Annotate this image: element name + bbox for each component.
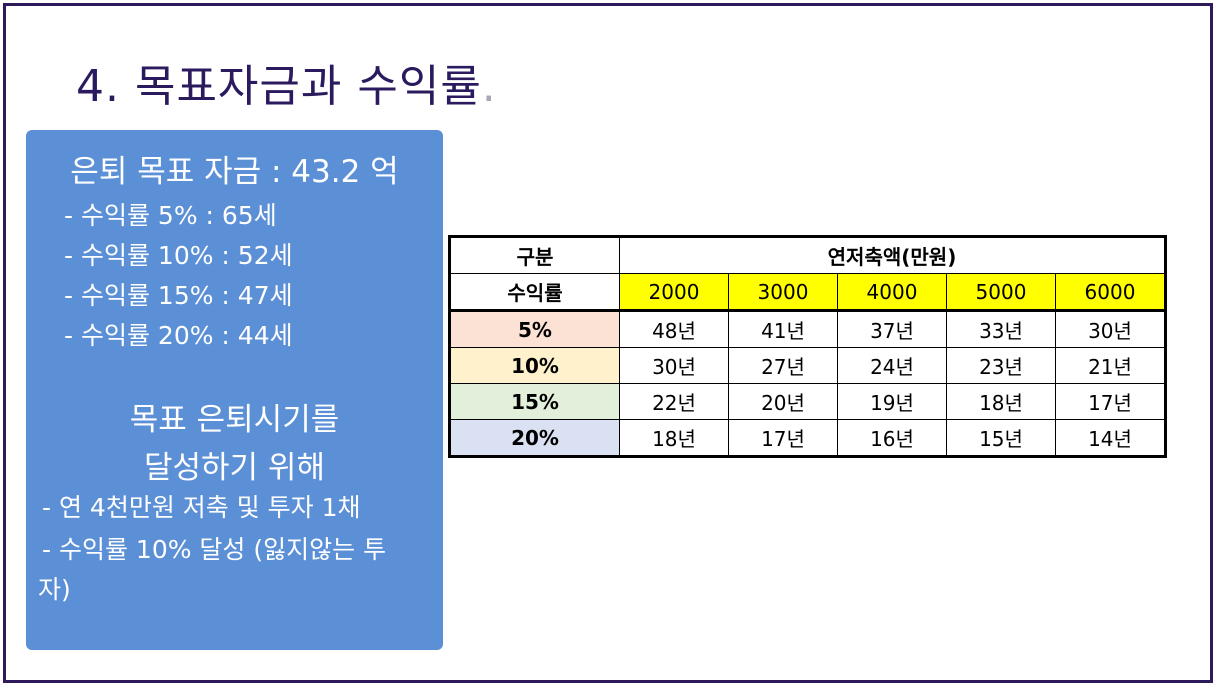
table-column-header: 6000 [1055, 273, 1166, 312]
table-cell: 19년 [837, 383, 947, 420]
table-cell: 24년 [837, 347, 947, 384]
table-cell: 18년 [946, 383, 1056, 420]
table-row: 10% 30년 27년 24년 23년 21년 [449, 347, 1166, 384]
table-row-label: 수익률 [449, 273, 620, 312]
return-item: - 수익률 10% : 52세 [64, 241, 293, 270]
table-column-header: 5000 [946, 273, 1056, 312]
table-cell: 37년 [837, 310, 947, 348]
table-column-header: 2000 [619, 273, 729, 312]
table-cell: 30년 [619, 347, 729, 384]
table-column-header: 3000 [728, 273, 838, 312]
table-cell: 15년 [946, 419, 1056, 457]
table-cell: 21년 [1055, 347, 1166, 384]
retirement-goal-heading: 은퇴 목표 자금 : 43.2 억 [70, 154, 399, 190]
table-cell: 20년 [728, 383, 838, 420]
goal-line: 목표 은퇴시기를 [129, 402, 340, 438]
table-cell: 41년 [728, 310, 838, 348]
table-cell: 14년 [1055, 419, 1166, 457]
table-row-rate: 20% [449, 419, 620, 457]
table-cell: 17년 [728, 419, 838, 457]
table-cell: 48년 [619, 310, 729, 348]
action-item: - 수익률 10% 달성 (잃지않는 투 [42, 535, 387, 564]
table-cell: 16년 [837, 419, 947, 457]
table-row-rate: 10% [449, 347, 620, 384]
return-item: - 수익률 15% : 47세 [64, 281, 293, 310]
table-header-label: 구분 [449, 236, 620, 274]
info-box: 은퇴 목표 자금 : 43.2 억 - 수익률 5% : 65세 - 수익률 1… [26, 130, 443, 650]
page-title: 4. 목표자금과 수익률. [76, 50, 497, 114]
return-item: - 수익률 5% : 65세 [64, 201, 277, 230]
table-cell: 22년 [619, 383, 729, 420]
table-cell: 27년 [728, 347, 838, 384]
table-row-rate: 15% [449, 383, 620, 420]
table-cell: 30년 [1055, 310, 1166, 348]
action-item-tail: 자) [38, 575, 71, 604]
table-header-group: 연저축액(만원) [619, 236, 1166, 274]
table-column-header: 4000 [837, 273, 947, 312]
table-cell: 18년 [619, 419, 729, 457]
table-cell: 33년 [946, 310, 1056, 348]
table-row: 15% 22년 20년 19년 18년 17년 [449, 383, 1166, 420]
title-dot: . [481, 61, 497, 112]
page-title-text: 4. 목표자금과 수익률 [76, 61, 482, 112]
return-item: - 수익률 20% : 44세 [64, 321, 293, 350]
table-cell: 23년 [946, 347, 1056, 384]
table-cell: 17년 [1055, 383, 1166, 420]
table-row: 20% 18년 17년 16년 15년 14년 [449, 419, 1166, 457]
savings-table: 구분 연저축액(만원) 수익률 2000 3000 4000 5000 6000 5% 4… [448, 235, 1167, 458]
table-row-rate: 5% [449, 310, 620, 348]
goal-line: 달성하기 위해 [144, 450, 325, 486]
action-item: - 연 4천만원 저축 및 투자 1채 [42, 493, 361, 522]
table-row: 5% 48년 41년 37년 33년 30년 [449, 310, 1166, 348]
